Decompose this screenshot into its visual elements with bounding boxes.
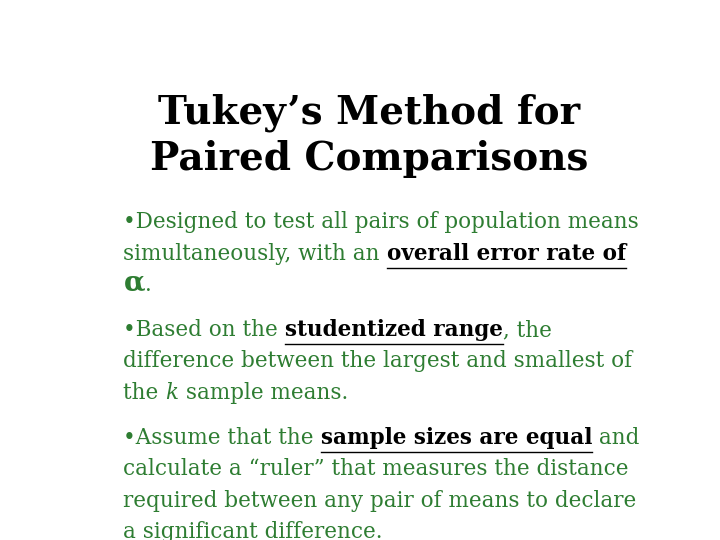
Text: a significant difference.: a significant difference. bbox=[124, 521, 383, 540]
Text: sample sizes are equal: sample sizes are equal bbox=[321, 427, 593, 449]
Text: calculate a “ruler” that measures the distance: calculate a “ruler” that measures the di… bbox=[124, 458, 629, 480]
Text: Tukey’s Method for
Paired Comparisons: Tukey’s Method for Paired Comparisons bbox=[150, 94, 588, 178]
Text: sample means.: sample means. bbox=[179, 382, 348, 404]
Text: studentized range: studentized range bbox=[285, 319, 503, 341]
Text: and: and bbox=[593, 427, 639, 449]
Text: simultaneously, with an: simultaneously, with an bbox=[124, 242, 387, 265]
Text: •Based on the: •Based on the bbox=[124, 319, 285, 341]
Text: overall error rate of: overall error rate of bbox=[387, 242, 626, 265]
Text: •Assume that the: •Assume that the bbox=[124, 427, 321, 449]
Text: required between any pair of means to declare: required between any pair of means to de… bbox=[124, 490, 636, 511]
Text: k: k bbox=[166, 382, 179, 404]
Text: •Designed to test all pairs of population means: •Designed to test all pairs of populatio… bbox=[124, 211, 639, 233]
Text: difference between the largest and smallest of: difference between the largest and small… bbox=[124, 350, 633, 373]
Text: .: . bbox=[145, 274, 152, 296]
Text: , the: , the bbox=[503, 319, 552, 341]
Text: the: the bbox=[124, 382, 166, 404]
Text: α: α bbox=[124, 269, 145, 296]
